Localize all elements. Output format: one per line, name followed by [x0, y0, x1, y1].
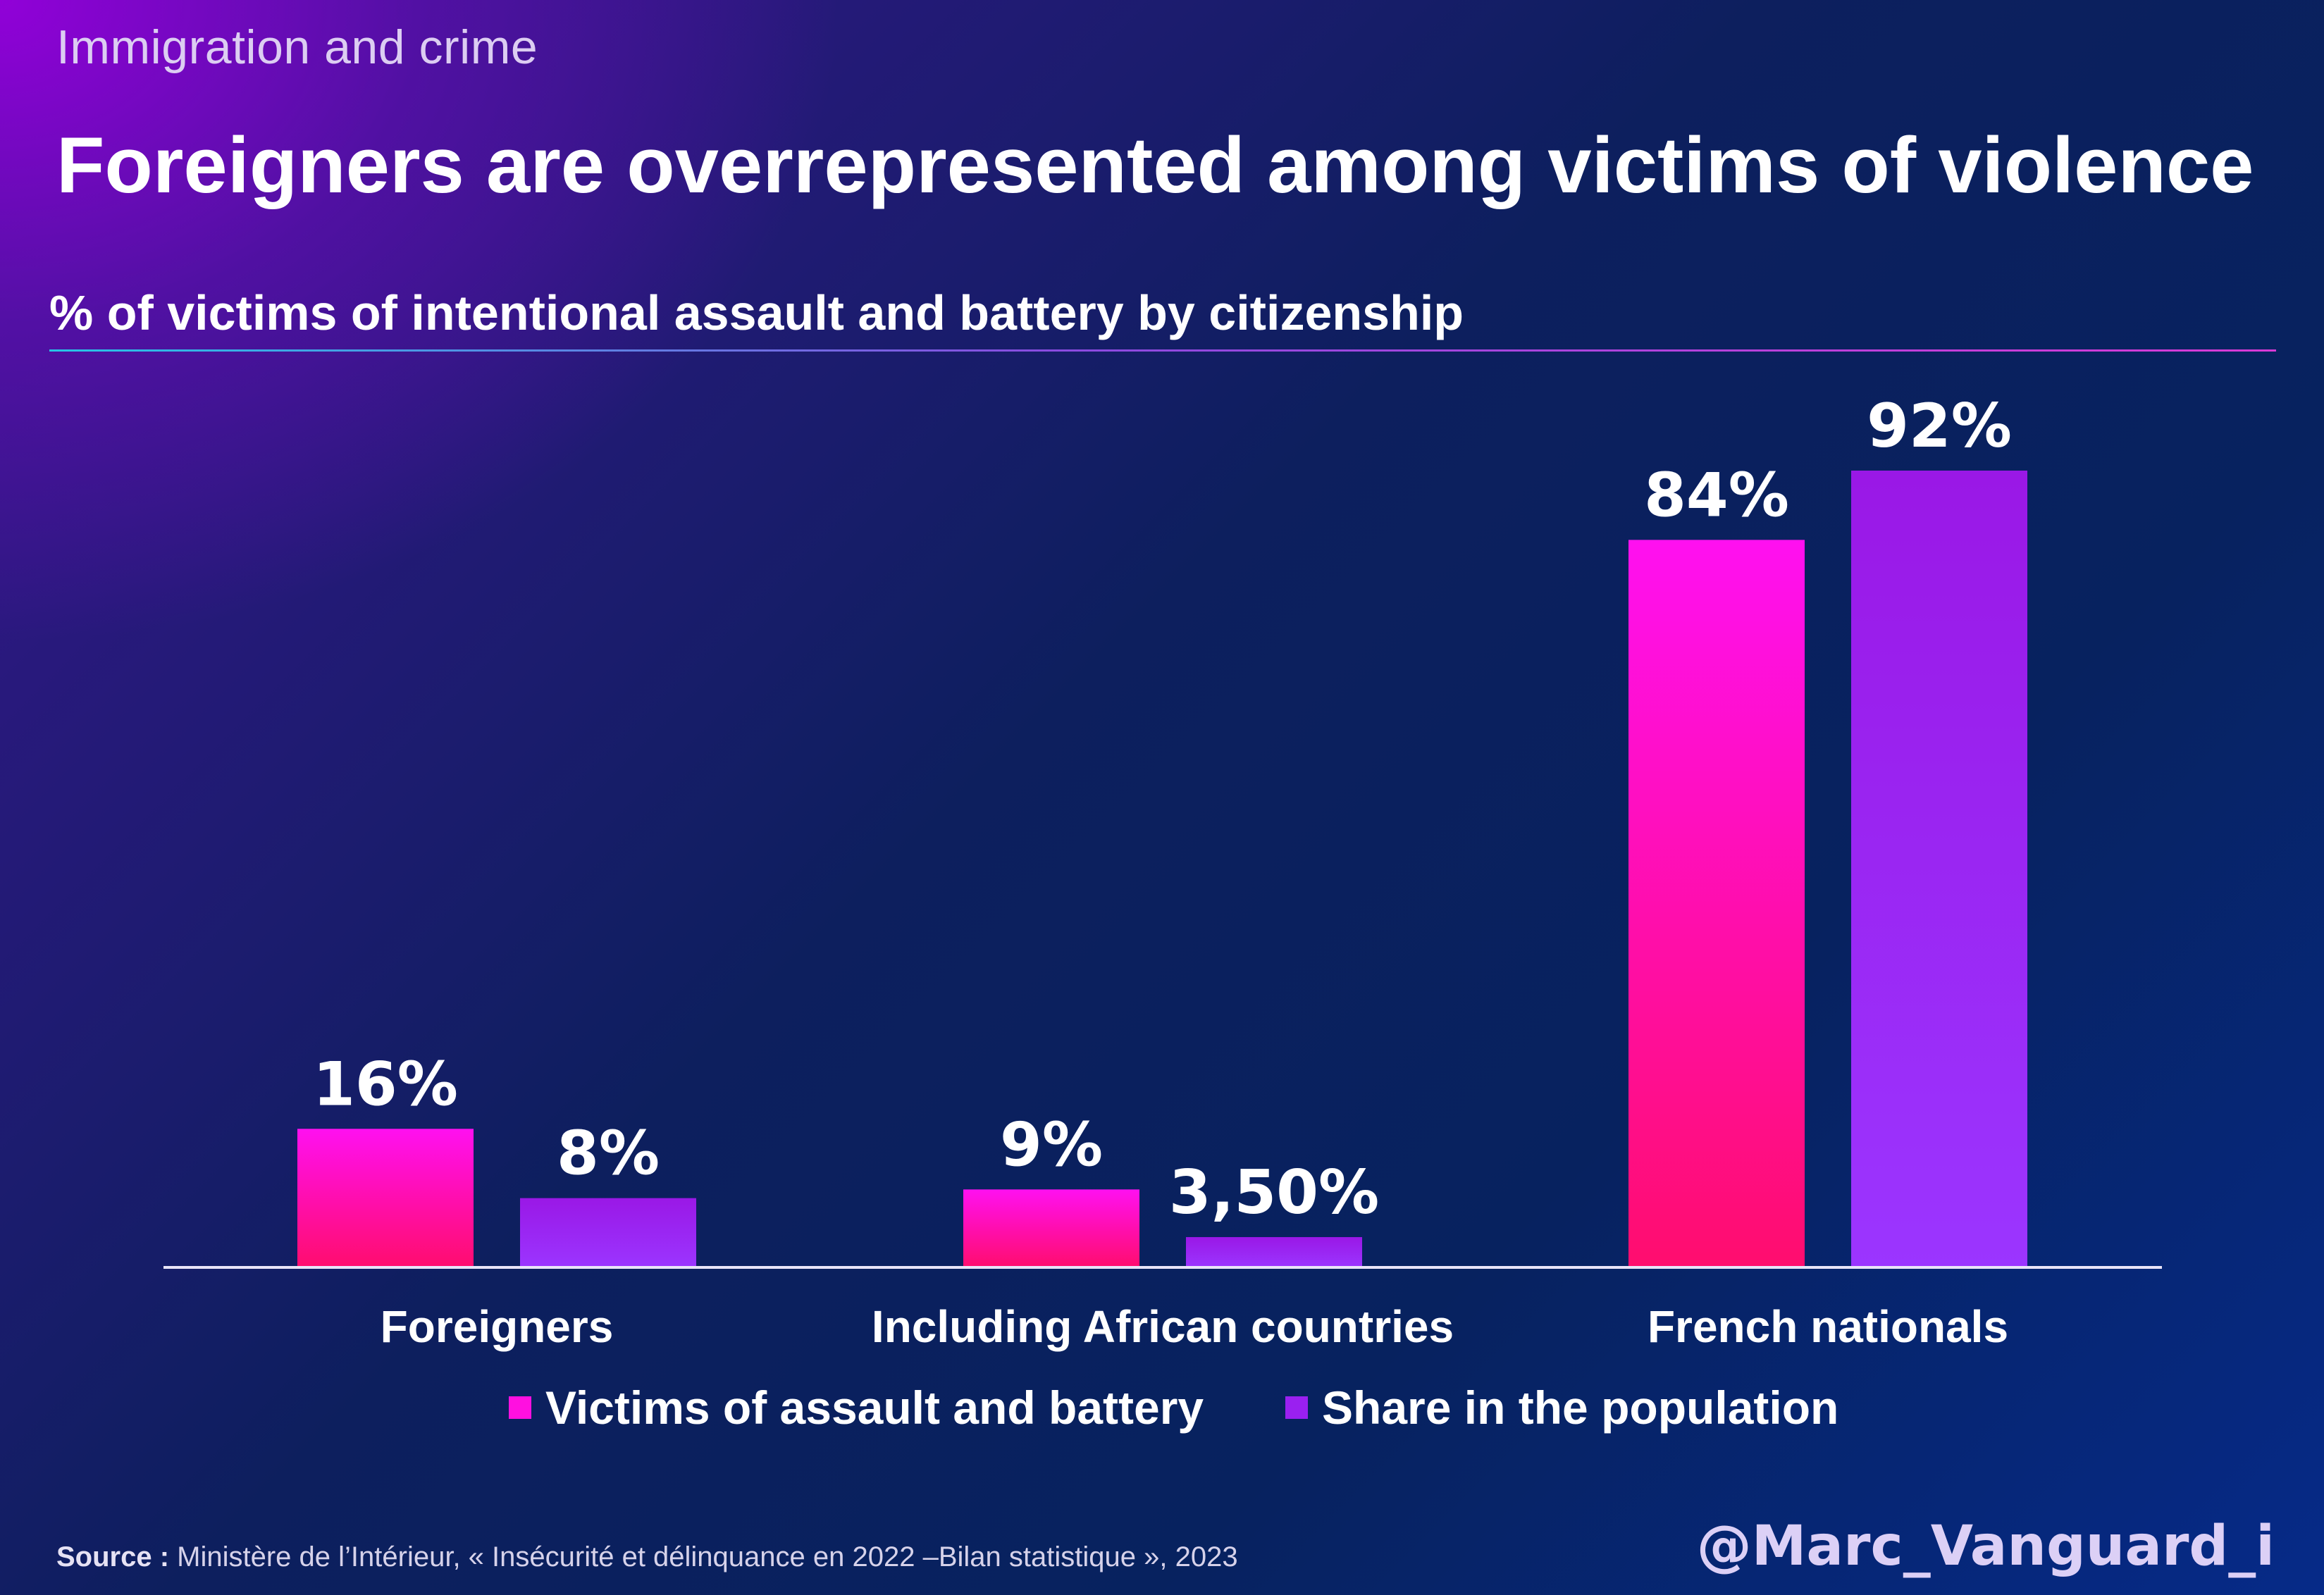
bar-french-nationals-share-in-the-population	[1851, 471, 2027, 1267]
data-label-foreigners-victims-of-assault-and-battery: 16%	[313, 1049, 458, 1119]
legend-swatch-victims	[509, 1396, 531, 1419]
source-label: Source :	[56, 1541, 170, 1572]
chart-legend: Victims of assault and battery Share in …	[0, 1381, 2324, 1437]
legend-label-victims: Victims of assault and battery	[545, 1382, 1204, 1434]
author-handle: @Marc_Vanguard_i	[1696, 1515, 2275, 1578]
category-label-including-african-countries: Including African countries	[872, 1301, 1454, 1352]
data-label-including-african-countries-victims-of-assault-and-battery: 9%	[1000, 1110, 1103, 1180]
category-label-french-nationals: French nationals	[1648, 1301, 2008, 1352]
bar-including-african-countries-victims-of-assault-and-battery	[963, 1189, 1139, 1267]
source-note: Source : Ministère de l’Intérieur, « Ins…	[56, 1541, 1238, 1573]
bar-french-nationals-victims-of-assault-and-battery	[1628, 540, 1805, 1267]
page-title: Foreigners are overrepresented among vic…	[56, 121, 2254, 209]
data-label-french-nationals-victims-of-assault-and-battery: 84%	[1644, 460, 1789, 530]
data-label-french-nationals-share-in-the-population: 92%	[1867, 391, 2012, 461]
legend-label-population: Share in the population	[1322, 1382, 1839, 1434]
bar-including-african-countries-share-in-the-population	[1186, 1236, 1362, 1267]
title-divider	[49, 349, 2276, 352]
chart-subtitle: % of victims of intentional assault and …	[49, 285, 1464, 340]
category-label-foreigners: Foreigners	[381, 1301, 614, 1352]
legend-swatch-population	[1285, 1396, 1308, 1419]
source-text: Ministère de l’Intérieur, « Insécurité e…	[169, 1541, 1238, 1572]
legend-item-population: Share in the population	[1285, 1381, 1838, 1434]
legend-item-victims: Victims of assault and battery	[509, 1381, 1204, 1434]
kicker: Immigration and crime	[56, 20, 538, 74]
data-label-foreigners-share-in-the-population: 8%	[557, 1119, 660, 1189]
data-label-including-african-countries-share-in-the-population: 3,50%	[1169, 1158, 1379, 1228]
bar-foreigners-share-in-the-population	[520, 1198, 696, 1267]
bar-foreigners-victims-of-assault-and-battery	[297, 1129, 474, 1267]
